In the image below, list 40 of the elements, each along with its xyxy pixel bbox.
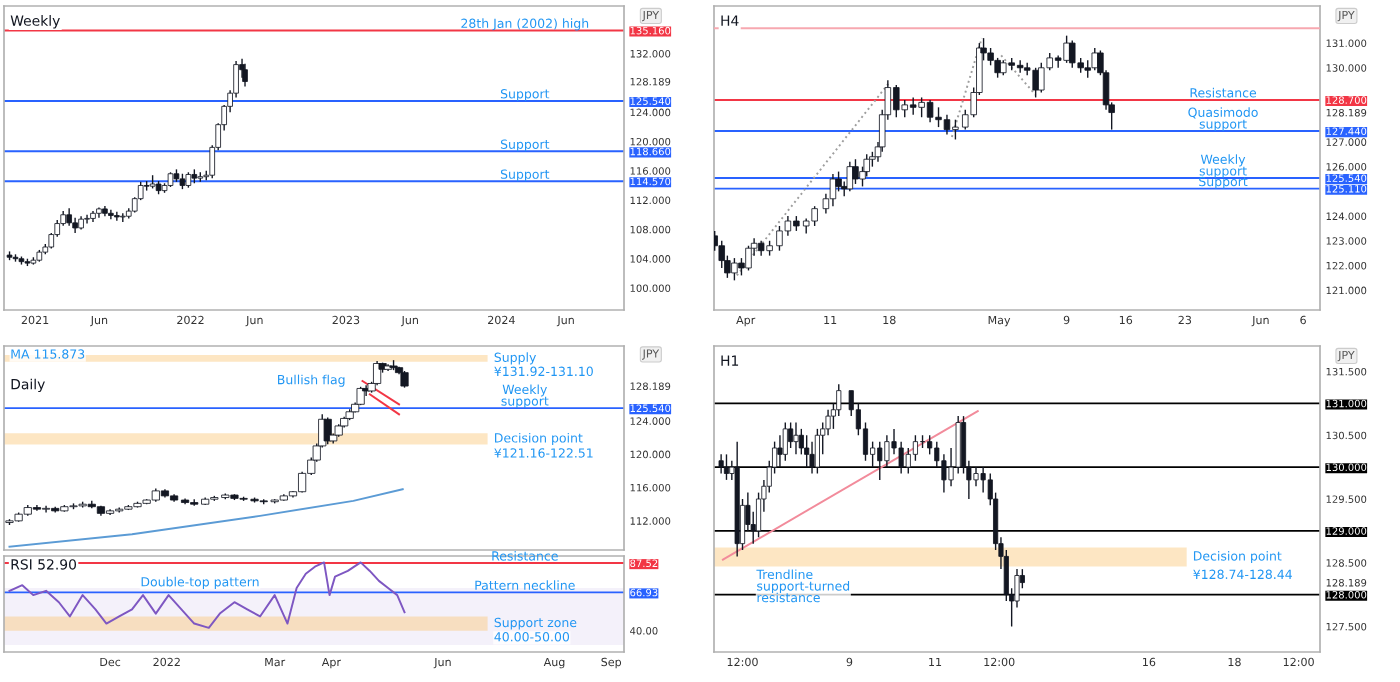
candlestick: [723, 453, 730, 481]
candlestick: [814, 428, 820, 475]
candlestick: [1038, 62, 1045, 94]
candlestick: [108, 208, 114, 220]
candlestick: [980, 466, 986, 494]
line-series: [8, 488, 404, 548]
candlestick: [809, 440, 815, 475]
candlestick: [926, 99, 934, 123]
candlestick: [835, 170, 842, 193]
candlestick: [793, 421, 799, 456]
candlestick: [909, 96, 917, 116]
candlestick: [927, 434, 933, 456]
candlestick: [1091, 47, 1099, 71]
candlestick: [1016, 59, 1024, 74]
candlestick: [884, 434, 890, 468]
candlestick: [973, 466, 979, 487]
candlestick: [863, 153, 870, 178]
candlestick: [852, 158, 859, 185]
candlestick: [84, 214, 90, 225]
candlestick: [731, 257, 738, 282]
candlestick: [804, 434, 810, 468]
line-series: [8, 561, 406, 629]
candlestick: [782, 421, 788, 462]
candlestick: [829, 173, 837, 207]
candlestick: [1069, 39, 1076, 69]
candlestick: [1063, 34, 1070, 64]
candlestick: [846, 161, 854, 193]
candlestick: [718, 453, 724, 475]
candlestick: [912, 434, 918, 462]
candlestick: [811, 205, 818, 227]
candlestick: [777, 434, 783, 468]
candlestick: [905, 447, 911, 475]
candlestick: [877, 440, 883, 481]
candlestick: [745, 245, 752, 272]
candlestick: [935, 106, 942, 128]
candlestick: [941, 453, 947, 494]
candlestick: [1032, 67, 1039, 99]
candlestick: [114, 211, 120, 222]
candlestick: [943, 114, 951, 136]
candlestick: [788, 421, 794, 449]
